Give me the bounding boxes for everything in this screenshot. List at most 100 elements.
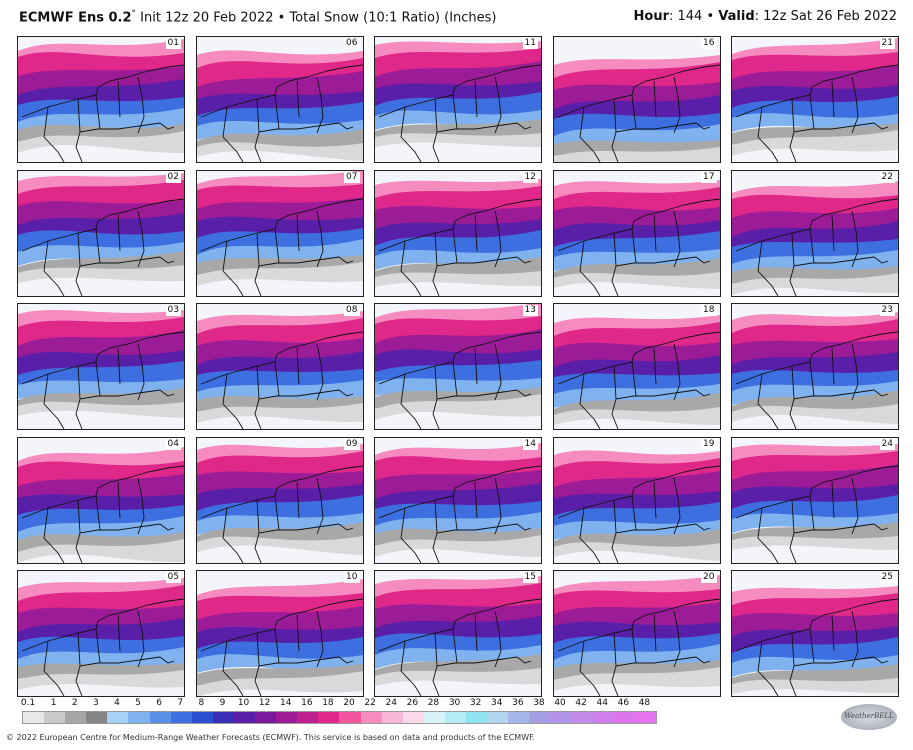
- snow-band: [732, 130, 898, 156]
- snow-band: [732, 272, 898, 295]
- state-boundary-lines: [557, 64, 720, 162]
- snow-band: [18, 264, 184, 283]
- state-boundary-lines: [378, 465, 541, 563]
- state-boundary-lines: [735, 331, 898, 429]
- member-number-label: 12: [522, 171, 538, 183]
- colorbar-tick-label: 7: [177, 698, 184, 708]
- snowfall-map-03: [18, 309, 184, 429]
- ensemble-panel-14: 14: [374, 436, 542, 564]
- colorbar-tick-label: 5: [135, 698, 141, 708]
- ensemble-panel-19: 19: [552, 436, 721, 564]
- colorbar-tick-label: 24: [385, 698, 397, 708]
- colorbar-tick-label: 9: [219, 698, 226, 708]
- state-boundary-lines: [378, 598, 541, 696]
- colorbar-swatch: [487, 712, 509, 723]
- colorbar-swatch: [23, 712, 45, 723]
- chart-title: ECMWF Ens 0.2° Init 12z 20 Feb 2022 • To…: [19, 9, 497, 25]
- colorbar-tick-label: 14: [280, 698, 292, 708]
- colorbar-swatch: [423, 712, 445, 723]
- member-number-label: 14: [522, 438, 538, 450]
- colorbar-swatch: [508, 712, 530, 723]
- colorbar-tick-label: 10: [237, 698, 250, 708]
- member-number-label: 25: [879, 572, 895, 583]
- member-number-label: 19: [701, 438, 717, 450]
- colorbar-tick-label: 22: [364, 698, 376, 708]
- colorbar-swatch: [212, 712, 234, 723]
- snowfall-map-21: [732, 38, 898, 162]
- member-number-label: 08: [344, 305, 360, 316]
- colorbar-tick-label: 28: [427, 698, 440, 708]
- colorbar-tick-label: 30: [448, 698, 461, 708]
- snow-band: [553, 271, 720, 289]
- ensemble-panel-12: 12: [374, 169, 542, 297]
- valid-label: Valid: [718, 9, 755, 24]
- degree-mark: °: [131, 9, 137, 19]
- colorbar-swatch: [465, 712, 488, 723]
- colorbar-tick-label: 18: [322, 698, 334, 708]
- colorbar-swatch: [255, 712, 277, 723]
- ensemble-panel-16: 16: [552, 36, 721, 163]
- colorbar-swatch: [170, 712, 192, 723]
- ensemble-panel-13: 13: [374, 303, 542, 430]
- member-number-label: 01: [165, 38, 181, 49]
- ensemble-panel-21: 21: [731, 36, 899, 163]
- snowfall-map-17: [553, 179, 720, 296]
- colorbar-tick-label: 12: [258, 698, 271, 708]
- member-number-label: 24: [879, 438, 895, 450]
- snow-band: [196, 142, 363, 161]
- state-boundary-lines: [200, 465, 363, 563]
- colorbar: [22, 711, 657, 724]
- colorbar-swatch: [444, 712, 466, 723]
- colorbar-swatch: [191, 712, 213, 723]
- snow-band: [732, 678, 898, 694]
- model-name: ECMWF Ens 0.2: [19, 10, 132, 26]
- ensemble-panel-02: 02: [17, 169, 185, 297]
- ensemble-panel-06: 06: [195, 36, 364, 163]
- snowfall-map-01: [18, 39, 184, 162]
- colorbar-swatch: [128, 712, 150, 723]
- colorbar-swatch: [86, 712, 108, 723]
- member-number-label: 03: [165, 305, 181, 316]
- snow-band: [553, 541, 720, 561]
- snowfall-map-05: [18, 578, 184, 696]
- colorbar-swatch: [360, 712, 382, 723]
- colorbar-swatch: [318, 712, 340, 723]
- snowfall-map-11: [375, 41, 541, 162]
- colorbar-tick-label: 36: [512, 698, 524, 708]
- state-boundary-lines: [21, 598, 184, 696]
- member-number-label: 20: [701, 572, 717, 583]
- snow-band: [196, 403, 363, 423]
- member-number-label: 09: [344, 438, 360, 450]
- state-boundary-lines: [378, 198, 541, 296]
- member-number-label: 21: [879, 38, 895, 49]
- state-boundary-lines: [378, 331, 541, 429]
- state-boundary-lines: [557, 598, 720, 696]
- colorbar-tick-label: 0.1: [20, 698, 36, 708]
- colorbar-tick-label: 2: [71, 698, 78, 708]
- member-number-label: 15: [522, 572, 538, 583]
- ensemble-panel-20: 20: [552, 570, 721, 697]
- snow-band: [375, 270, 541, 287]
- snow-band: [18, 538, 184, 563]
- snowfall-map-15: [375, 576, 541, 696]
- header-bar: ECMWF Ens 0.2° Init 12z 20 Feb 2022 • To…: [0, 0, 913, 34]
- colorbar-tick-label: 26: [406, 698, 419, 708]
- ensemble-panel-08: 08: [195, 303, 364, 430]
- ensemble-panel-01: 01: [17, 36, 185, 163]
- colorbar-tick-label: 4: [114, 698, 120, 708]
- snow-band: [732, 535, 898, 550]
- snow-band: [375, 394, 541, 420]
- colorbar-swatch: [233, 712, 256, 723]
- snow-band: [553, 407, 720, 425]
- member-number-label: 07: [344, 171, 360, 183]
- copyright-footer: © 2022 European Centre for Medium-Range …: [6, 733, 535, 742]
- state-boundary-lines: [21, 64, 184, 162]
- snowfall-map-23: [732, 312, 898, 429]
- state-boundary-lines: [735, 198, 898, 296]
- member-number-label: 23: [879, 305, 895, 316]
- snowfall-map-08: [196, 311, 363, 429]
- valid-value: : 12z Sat 26 Feb 2022: [754, 9, 897, 24]
- ensemble-panel-24: 24: [731, 436, 899, 564]
- member-number-label: 06: [344, 38, 360, 49]
- member-number-label: 02: [165, 171, 181, 183]
